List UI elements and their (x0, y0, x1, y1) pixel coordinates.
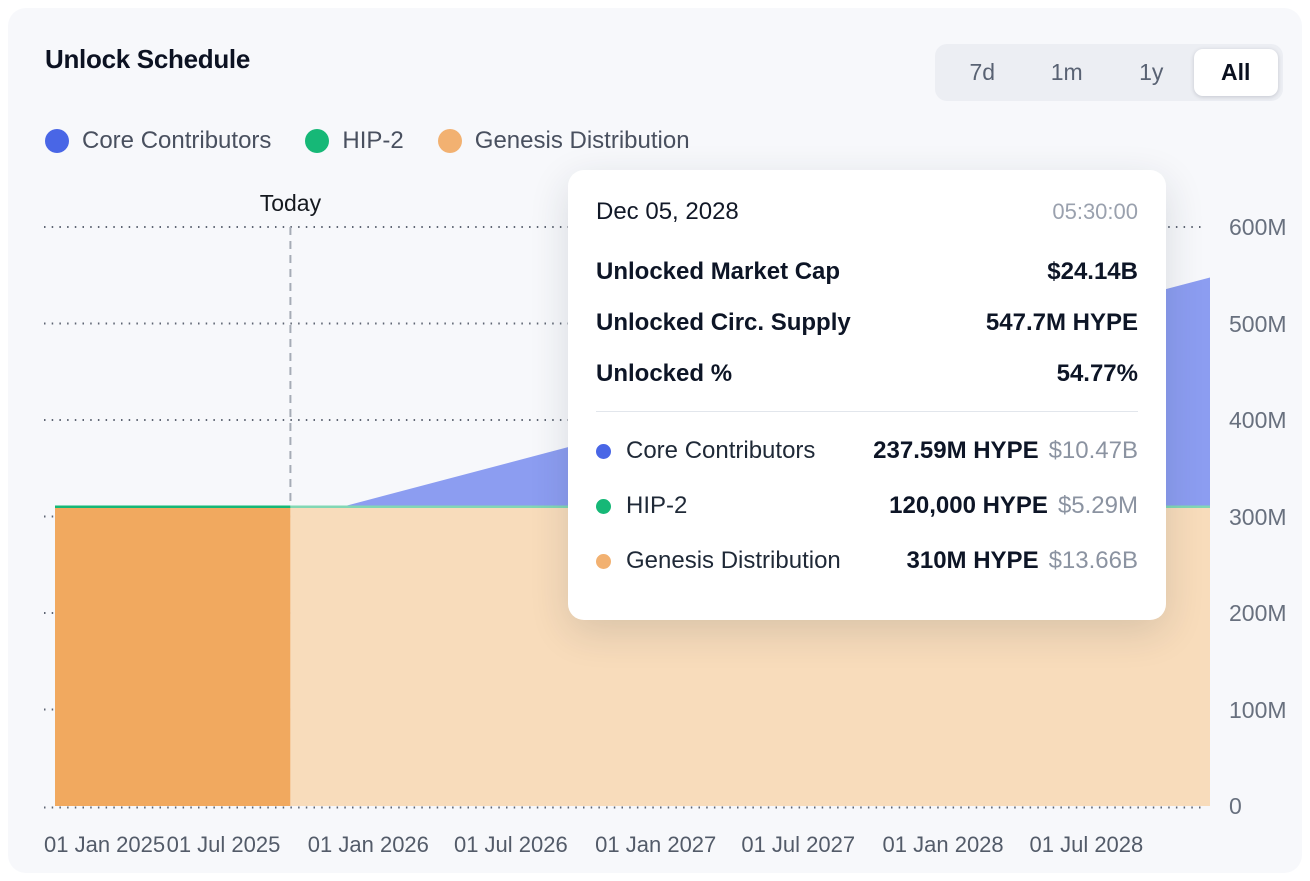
legend-dot-icon (305, 129, 330, 153)
stat-label: Unlocked % (596, 360, 733, 387)
range-button-all[interactable]: All (1193, 49, 1278, 96)
series-name: HIP-2 (626, 492, 688, 519)
tooltip-row-core-contributors: Core Contributors 237.59M HYPE $10.47B (596, 434, 1138, 468)
range-button-1m[interactable]: 1m (1025, 49, 1110, 96)
today-marker-label: Today (259, 190, 322, 216)
series-amount: 120,000 HYPE (889, 492, 1048, 519)
series-dot-icon (596, 443, 611, 459)
legend-label: HIP-2 (342, 127, 404, 154)
stat-value: $24.14B (1047, 258, 1138, 285)
legend-label: Genesis Distribution (474, 127, 690, 154)
y-tick-label: 300M (1229, 503, 1287, 530)
legend-item-genesis-distribution[interactable]: Genesis Distribution (437, 127, 690, 155)
legend-dot-icon (45, 129, 69, 153)
tooltip-stat-unlocked-pct: Unlocked % 54.77% (596, 360, 1138, 390)
x-tick-label: 01 Jul 2025 (166, 832, 281, 857)
legend-label: Core Contributors (82, 127, 272, 154)
x-tick-label: 01 Jan 2027 (595, 832, 717, 857)
series-dot-icon (596, 553, 611, 569)
legend-item-hip-2[interactable]: HIP-2 (305, 127, 404, 155)
series-usd-value: $13.66B (1048, 547, 1138, 574)
x-tick-label: 01 Jul 2027 (741, 832, 856, 857)
y-tick-label: 500M (1229, 310, 1287, 337)
stat-value: 54.77% (1056, 360, 1138, 387)
series-amount: 310M HYPE (906, 547, 1039, 574)
tooltip-row-hip-2: HIP-2 120,000 HYPE $5.29M (596, 489, 1138, 523)
y-tick-label: 0 (1229, 793, 1242, 819)
series-usd-value: $5.29M (1057, 492, 1138, 519)
y-tick-label: 400M (1229, 407, 1287, 433)
x-tick-label: 01 Jan 2025 (44, 832, 166, 857)
tooltip-divider (596, 411, 1138, 412)
y-tick-label: 200M (1229, 600, 1287, 626)
series-amount: 237.59M HYPE (873, 437, 1039, 464)
stat-value: 547.7M HYPE (985, 309, 1138, 336)
x-tick-label: 01 Jan 2028 (882, 832, 1004, 857)
y-tick-label: 100M (1229, 696, 1287, 723)
x-tick-label: 01 Jul 2026 (453, 832, 568, 857)
series-usd-value: $10.47B (1048, 437, 1138, 464)
legend-dot-icon (437, 129, 462, 153)
legend-item-core-contributors[interactable]: Core Contributors (45, 127, 271, 155)
tooltip-row-genesis-distribution: Genesis Distribution 310M HYPE $13.66B (596, 544, 1138, 578)
stat-label: Unlocked Market Cap (596, 258, 841, 285)
y-tick-label: 600M (1229, 214, 1287, 240)
page-title: Unlock Schedule (45, 44, 250, 74)
series-dot-icon (596, 498, 611, 514)
chart-legend: Core Contributors HIP-2 Genesis Distribu… (45, 127, 690, 155)
range-button-7d[interactable]: 7d (940, 49, 1025, 96)
series-name: Genesis Distribution (626, 547, 841, 574)
x-tick-label: 01 Jul 2028 (1029, 832, 1144, 857)
x-tick-label: 01 Jan 2026 (307, 832, 429, 857)
area-genesis-distribution-past (55, 506, 291, 806)
tooltip-time: 05:30:00 (1052, 199, 1138, 224)
series-name: Core Contributors (626, 437, 816, 464)
range-button-1y[interactable]: 1y (1109, 49, 1194, 96)
time-range-selector: 7d 1m 1y All (935, 44, 1283, 101)
tooltip-stat-circ-supply: Unlocked Circ. Supply 547.7M HYPE (596, 309, 1138, 339)
tooltip-date: Dec 05, 2028 (596, 198, 739, 225)
tooltip-stat-market-cap: Unlocked Market Cap $24.14B (596, 258, 1138, 288)
chart-tooltip: Dec 05, 2028 05:30:00 Unlocked Market Ca… (568, 170, 1166, 620)
stat-label: Unlocked Circ. Supply (596, 309, 851, 336)
